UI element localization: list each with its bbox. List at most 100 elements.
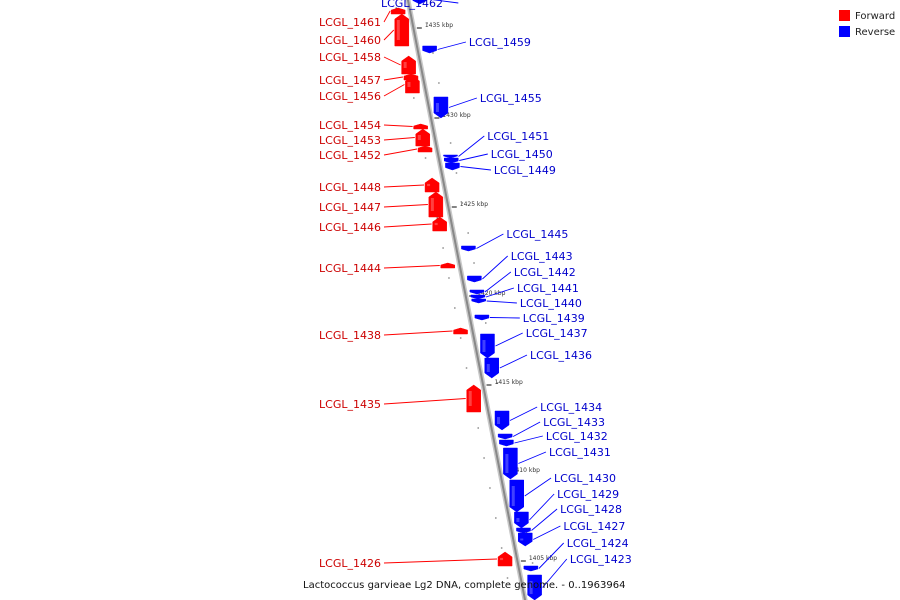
gene-lcgl-1423[interactable]: LCGL_1423 [527,553,632,600]
gene-arrow[interactable] [469,289,485,295]
gene-lcgl-1455[interactable]: LCGL_1455 [433,92,542,119]
gene-label: LCGL_1457 [319,74,381,87]
label-leader [484,271,512,293]
gene-arrow[interactable] [497,433,513,440]
gene-label: LCGL_1458 [319,51,381,64]
gene-lcgl-1454[interactable]: LCGL_1454 [319,119,428,132]
gene-lcgl-1427[interactable]: LCGL_1427 [517,520,625,547]
gene-label: LCGL_1436 [530,349,592,362]
gene-arrow[interactable] [470,294,486,300]
gene-arrow-highlight [417,135,421,140]
gene-arrow[interactable] [497,551,513,567]
gene-label: LCGL_1453 [319,134,381,147]
gene-lcgl-1456[interactable]: LCGL_1456 [319,75,420,103]
gene-lcgl-1433[interactable]: LCGL_1433 [497,416,605,440]
gene-lcgl-1431[interactable]: LCGL_1431 [503,446,611,480]
gene-arrow-highlight [505,454,509,473]
gene-arrow[interactable] [484,357,500,379]
gene-label: LCGL_1437 [526,327,588,340]
gene-arrow[interactable] [523,565,539,572]
gene-lcgl-1445[interactable]: LCGL_1445 [461,228,568,252]
gene-label: LCGL_1428 [560,503,622,516]
gene-arrow[interactable] [474,314,490,321]
gene-label: LCGL_1449 [494,164,556,177]
gene-arrow[interactable] [527,574,542,600]
gene-arrow[interactable] [415,128,431,147]
gene-lcgl-1439[interactable]: LCGL_1439 [474,312,585,325]
gene-lcgl-1450[interactable]: LCGL_1450 [444,148,553,164]
gene-arrow[interactable] [509,479,525,513]
gene-arrow[interactable] [499,439,514,447]
gene-lcgl-1453[interactable]: LCGL_1453 [319,128,431,147]
gene-lcgl-1438[interactable]: LCGL_1438 [319,327,468,342]
gene-lcgl-1444[interactable]: LCGL_1444 [319,262,456,275]
gene-arrow[interactable] [480,333,495,359]
gene-label: LCGL_1441 [517,282,579,295]
gene-label: LCGL_1462 [381,0,443,10]
label-leader [533,525,561,540]
gene-lcgl-1451[interactable]: LCGL_1451 [443,130,549,159]
gene-arrow[interactable] [516,527,531,534]
label-leader [542,558,568,588]
gene-arrow[interactable] [432,216,447,232]
gene-arrow[interactable] [413,123,428,130]
gene-lcgl-1442[interactable]: LCGL_1442 [469,266,576,295]
gene-lcgl-1460[interactable]: LCGL_1460 [319,13,410,47]
gene-lcgl-1440[interactable]: LCGL_1440 [471,297,582,310]
gene-lcgl-1434[interactable]: LCGL_1434 [494,401,602,431]
gene-lcgl-1424[interactable]: LCGL_1424 [523,537,629,572]
gene-arrow[interactable] [394,13,410,47]
gene-arrow[interactable] [390,7,406,15]
label-leader [495,332,523,347]
gene-arrow[interactable] [467,275,482,283]
gene-lcgl-1443[interactable]: LCGL_1443 [467,250,573,283]
gene-lcgl-1458[interactable]: LCGL_1458 [319,51,416,75]
gene-arrow[interactable] [517,532,533,547]
gene-arrow[interactable] [466,384,481,413]
gene-arrow[interactable] [494,410,510,431]
gene-lcgl-1446[interactable]: LCGL_1446 [319,216,447,234]
gene-arrow[interactable] [445,162,460,171]
gene-arrow[interactable] [428,191,444,218]
gene-arrow[interactable] [453,327,468,335]
gene-arrow[interactable] [443,154,458,159]
gene-lcgl-1461[interactable]: LCGL_1461 [319,7,406,29]
label-leader [514,435,543,444]
gene-arrow[interactable] [461,245,476,252]
gene-lcgl-1432[interactable]: LCGL_1432 [499,430,608,447]
gene-arrow[interactable] [514,511,529,529]
gene-arrow[interactable] [424,177,440,193]
gene-arrow[interactable] [444,157,459,164]
gene-lcgl-1429[interactable]: LCGL_1429 [514,488,619,529]
gene-arrow[interactable] [433,96,449,119]
gene-lcgl-1447[interactable]: LCGL_1447 [319,191,444,218]
gene-arrow[interactable] [401,55,416,75]
gene-lcgl-1448[interactable]: LCGL_1448 [319,177,440,194]
kbp-tick-label: 1415 kbp [495,379,523,386]
legend-forward-label: Forward [855,11,895,22]
gene-lcgl-1452[interactable]: LCGL_1452 [319,145,433,162]
gene-arrow[interactable] [471,298,486,304]
gene-arrow[interactable] [417,145,433,153]
gene-arrow[interactable] [503,447,518,480]
gene-arrow[interactable] [405,75,420,94]
gene-arrow[interactable] [412,0,428,5]
gene-arrow[interactable] [422,45,437,54]
gene-label: LCGL_1424 [567,537,629,550]
label-leader [383,10,391,23]
gene-lcgl-1428[interactable]: LCGL_1428 [516,503,622,534]
gene-lcgl-1459[interactable]: LCGL_1459 [422,36,531,54]
gene-lcgl-1441[interactable]: LCGL_1441 [470,282,579,300]
gene-lcgl-1430[interactable]: LCGL_1430 [509,472,616,513]
label-leader [383,148,418,156]
gene-lcgl-1437[interactable]: LCGL_1437 [480,327,588,359]
gene-lcgl-1436[interactable]: LCGL_1436 [484,349,592,379]
gene-lcgl-1462[interactable]: LCGL_1462 [381,0,459,10]
gene-label: LCGL_1431 [549,446,611,459]
gene-arrow-highlight [396,20,400,40]
gene-lcgl-1449[interactable]: LCGL_1449 [445,162,556,177]
gene-lcgl-1435[interactable]: LCGL_1435 [319,384,481,413]
gene-lcgl-1426[interactable]: LCGL_1426 [319,551,513,570]
gene-arrow[interactable] [440,262,456,269]
